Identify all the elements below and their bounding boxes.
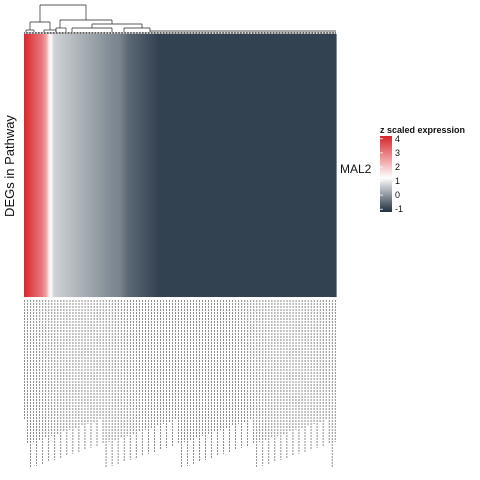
column-dendrogram — [25, 5, 336, 34]
column-labels — [25, 300, 336, 468]
row-label-mal2: MAL2 — [340, 162, 372, 176]
legend-colorbar — [380, 136, 392, 212]
heatmap-cells — [24, 34, 337, 297]
legend-tick-label: 3 — [395, 148, 400, 158]
y-axis-label: DEGs in Pathway — [2, 115, 17, 217]
legend-tick-label: -1 — [395, 204, 403, 214]
legend-tick-label: 1 — [395, 176, 400, 186]
legend-tick-label: 2 — [395, 162, 400, 172]
legend-tick-label: 4 — [395, 134, 400, 144]
legend-title: z scaled expression — [380, 125, 465, 135]
color-legend: z scaled expression 4 3 2 1 0 -1 — [380, 125, 465, 214]
heatmap-cell — [334, 34, 336, 297]
legend-tick-label: 0 — [395, 190, 400, 200]
